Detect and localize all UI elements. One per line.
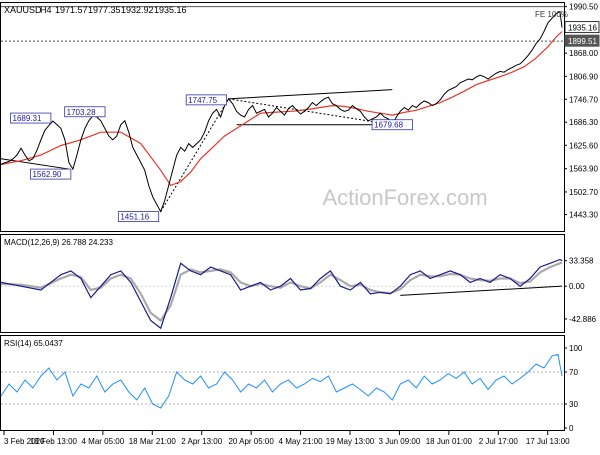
timeframe-label: H4 [40, 5, 52, 15]
macd-panel-frame [0, 234, 565, 333]
x-tick-label-3: 18 Mar 21:00 [129, 437, 177, 446]
macd-y-tick-label-1: 0.00 [569, 282, 585, 291]
ohlc-close: 1935.16 [154, 5, 187, 15]
rsi-y-tick-label-3: 0 [569, 424, 574, 433]
moving-average-line [0, 31, 563, 187]
macd-title: MACD(12,26,9) 26.788 24.233 [4, 238, 114, 247]
trendline-3 [160, 98, 230, 212]
price-y-tick-label-0: 1990.50 [569, 3, 598, 12]
current-price-label: 1935.16 [568, 24, 597, 33]
annotation-label-2: 1562.90 [32, 170, 61, 179]
annotation-label-0: 1689.31 [13, 114, 42, 123]
macd-y-tick-label-2: -42.886 [569, 315, 597, 324]
macd-y-tick-label-0: 33.358 [569, 257, 594, 266]
annotation-box-0 [10, 112, 52, 124]
macd-signal-line [0, 261, 563, 323]
x-tick-label-5: 20 Apr 05:00 [228, 437, 274, 446]
ohlc-low: 1932.92 [121, 5, 154, 15]
macd-trendline [400, 285, 563, 296]
current-price-badge [564, 21, 600, 34]
annotation-box-4 [185, 94, 227, 106]
rsi-title: RSI(14) 65.0437 [4, 339, 63, 348]
ohlc-high: 1977.35 [88, 5, 121, 15]
x-tick-label-1: 18 Feb 13:00 [30, 437, 78, 446]
annotation-label-5: 1679.68 [374, 121, 403, 130]
price-y-tick-label-2: 1868.00 [569, 49, 598, 58]
x-tick-label-10: 2 Jul 17:00 [479, 437, 519, 446]
symbol-label: XAUUSD [4, 5, 42, 15]
annotation-box-5 [371, 119, 413, 131]
x-tick-label-2: 4 Mar 05:00 [82, 437, 125, 446]
watermark-text: ActionForex.com [322, 185, 487, 210]
price-y-tick-label-4: 1746.70 [569, 95, 598, 104]
price-y-tick-label-6: 1625.60 [569, 141, 598, 150]
x-tick-label-9: 18 Jun 01:00 [426, 437, 473, 446]
trendline-0 [0, 158, 69, 170]
level-badge [564, 34, 600, 47]
price-y-tick-label-5: 1686.30 [569, 118, 598, 127]
annotation-label-1: 1703.28 [67, 108, 96, 117]
annotation-box-3 [117, 211, 160, 222]
macd-line [0, 258, 563, 330]
annotation-label-4: 1747.75 [188, 96, 217, 105]
rsi-line [0, 353, 563, 409]
ohlc-open: 1971.57 [55, 5, 88, 15]
price-y-tick-label-9: 1443.30 [569, 211, 598, 220]
annotation-box-2 [30, 168, 72, 180]
price-y-tick-label-8: 1502.70 [569, 188, 598, 197]
rsi-y-tick-label-1: 70 [569, 368, 578, 377]
x-tick-label-7: 19 May 13:00 [326, 437, 375, 446]
level-badge-label: 1899.51 [568, 37, 597, 46]
annotation-box-1 [64, 106, 106, 118]
annotation-label-3: 1451.16 [120, 213, 149, 222]
x-tick-label-8: 3 Jun 09:00 [379, 437, 421, 446]
x-tick-label-4: 2 Apr 13:00 [181, 437, 222, 446]
trendline-1 [228, 89, 393, 100]
fib-label: FE 100% [535, 10, 568, 19]
x-tick-label-6: 4 May 21:00 [279, 437, 324, 446]
price-y-tick-label-7: 1563.90 [569, 165, 598, 174]
price-y-tick-label-3: 1806.90 [569, 72, 598, 81]
x-tick-label-11: 17 Jul 13:00 [526, 437, 570, 446]
x-tick-label-0: 3 Feb 2020 [4, 437, 45, 446]
rsi-y-tick-label-2: 30 [569, 400, 578, 409]
rsi-y-tick-label-0: 100 [569, 344, 583, 353]
